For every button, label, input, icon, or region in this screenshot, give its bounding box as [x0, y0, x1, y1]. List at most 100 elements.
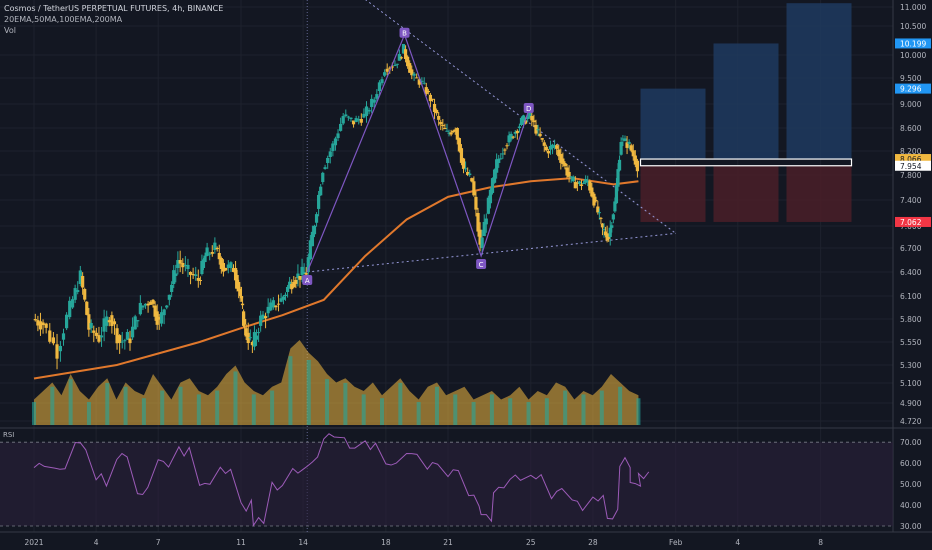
candle-body-137 [357, 119, 361, 121]
candle-body-199 [495, 159, 499, 173]
candle-body-86 [241, 311, 246, 326]
price-tick-18: 4.720 [900, 417, 922, 426]
candle-body-268 [629, 145, 633, 151]
candle-body-39 [138, 302, 142, 315]
candle-body-218 [534, 125, 538, 134]
candle-body-10 [65, 314, 69, 329]
rsi-tick-1: 60.00 [900, 459, 922, 468]
candle-body-87 [243, 319, 247, 325]
candle-body-40 [141, 305, 145, 308]
candle-body-68 [205, 247, 209, 256]
candle-body-60 [188, 272, 193, 275]
candle-body-52 [170, 284, 174, 292]
candle-body-100 [271, 300, 275, 308]
candle-body-70 [210, 252, 214, 254]
volume-bar-30 [306, 359, 311, 425]
candle-body-115 [304, 273, 308, 275]
candle-body-139 [362, 113, 366, 118]
candle-body-252 [602, 229, 606, 231]
candle-body-91 [250, 342, 254, 346]
candle-body-189 [474, 196, 478, 210]
candle-body-66 [201, 259, 206, 268]
pattern-point-a [302, 275, 313, 285]
candle-body-126 [328, 151, 332, 157]
harmonic-pattern: A B C D [302, 27, 534, 285]
candle-body-185 [466, 172, 470, 175]
candle-body-104 [281, 296, 286, 300]
candle-body-215 [528, 111, 532, 118]
volume-bar-66 [636, 398, 641, 425]
candle-body-144 [375, 94, 379, 99]
pattern-path [306, 33, 530, 273]
candle-body-59 [186, 264, 190, 269]
candle-body-20 [89, 322, 93, 329]
candle-body-261 [616, 169, 620, 187]
price-tick-12: 6.100 [900, 292, 922, 301]
volume-bar-62 [599, 390, 604, 425]
price-tick-17: 4.900 [900, 399, 922, 408]
candle-body-49 [162, 309, 166, 316]
candle-body-102 [276, 303, 281, 305]
volume-bar-32 [325, 379, 330, 425]
candle-body-167 [428, 94, 433, 102]
candle-body-194 [484, 218, 488, 225]
target-box-2 [786, 3, 852, 160]
candle-body-260 [614, 185, 619, 204]
candle-body-45 [153, 305, 157, 317]
candle-body-35 [128, 338, 132, 344]
candle-body-226 [550, 144, 555, 149]
rsi-tick-0: 70.00 [900, 438, 922, 447]
candle-body-147 [383, 72, 387, 76]
candle-body-82 [237, 282, 241, 292]
price-badge-2: 8.066 [900, 155, 922, 164]
candle-body-158 [408, 63, 412, 73]
candle-body-61 [191, 274, 195, 276]
candle-body-230 [559, 154, 563, 163]
volume-bar-28 [288, 356, 293, 425]
candle-body-157 [406, 56, 410, 67]
candle-body-129 [336, 133, 340, 139]
candle-body-105 [283, 294, 288, 296]
candle-body-204 [505, 145, 509, 147]
candle-body-202 [501, 153, 505, 155]
candle-body-108 [290, 284, 294, 290]
candle-body-222 [542, 142, 546, 146]
candle-body-141 [367, 109, 371, 112]
price-badge-3: 7.954 [900, 162, 922, 171]
candle-body-67 [203, 255, 207, 262]
candle-body-240 [579, 184, 584, 186]
candle-body-242 [584, 179, 588, 183]
candle-body-153 [397, 54, 401, 61]
price-tick-1: 10.500 [900, 22, 926, 31]
price-tick-5: 8.600 [900, 124, 922, 133]
candle-body-134 [349, 117, 353, 119]
chart-title: Cosmos / TetherUS PERPETUAL FUTURES, 4h,… [4, 4, 224, 13]
candle-body-78 [229, 262, 233, 268]
pattern-point-d [523, 103, 534, 113]
candle-body-38 [136, 320, 140, 322]
stop-box-0 [640, 165, 706, 222]
candle-body-181 [457, 138, 461, 152]
candle-body-136 [354, 118, 358, 122]
candle-body-212 [521, 115, 526, 122]
candle-body-197 [490, 178, 495, 193]
candle-body-264 [621, 138, 625, 140]
candle-body-223 [544, 146, 548, 151]
candle-body-80 [233, 268, 238, 281]
candle-body-75 [221, 263, 226, 272]
candle-body-195 [486, 197, 490, 214]
candle-body-29 [112, 321, 117, 325]
ema-100 [33, 177, 639, 380]
candle-body-247 [594, 200, 598, 202]
candle-body-117 [308, 240, 312, 259]
candle-body-92 [252, 332, 257, 347]
candle-body-208 [513, 131, 517, 134]
time-tick-7: 25 [526, 538, 536, 547]
candle-body-74 [219, 258, 223, 269]
candle-body-239 [577, 181, 582, 184]
candle-body-174 [443, 128, 447, 129]
volume-bar-56 [544, 398, 549, 425]
stop-box-2 [786, 165, 852, 222]
candle-body-148 [385, 68, 389, 72]
